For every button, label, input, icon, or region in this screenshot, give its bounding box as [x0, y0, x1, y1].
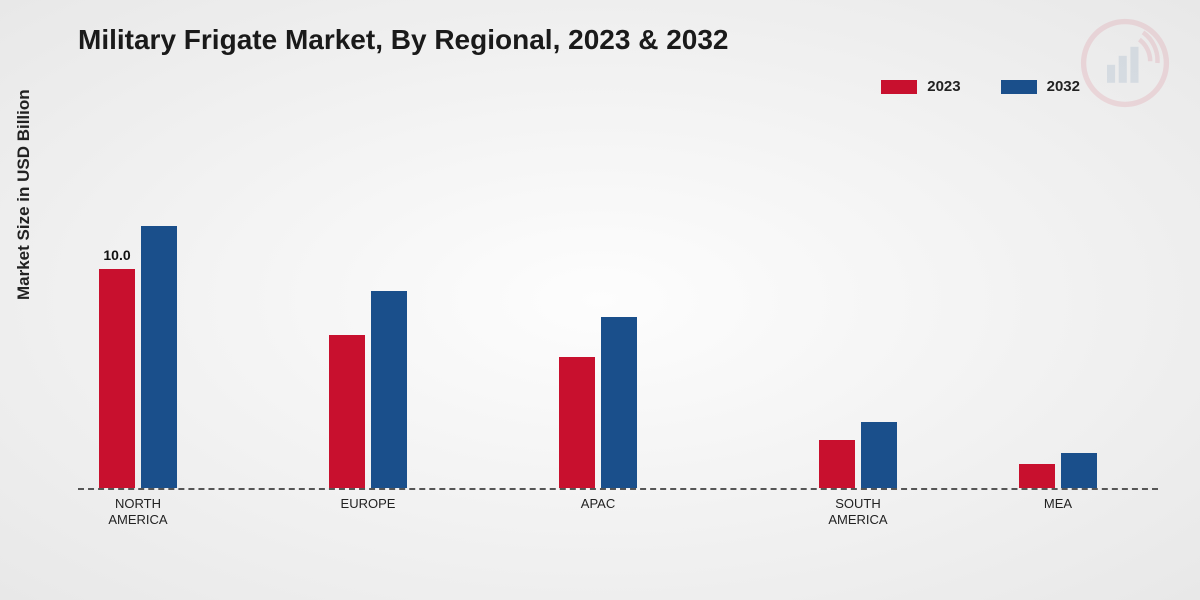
plot-area: 10.0: [78, 140, 1158, 490]
bar-group: [548, 317, 648, 488]
bar-2023: [819, 440, 855, 488]
legend-label-2023: 2023: [927, 78, 960, 95]
bar-2032: [371, 291, 407, 488]
bar-2032: [601, 317, 637, 488]
x-tick-label: EUROPE: [308, 496, 428, 512]
logo-watermark: [1080, 18, 1170, 108]
bar-2023: [559, 357, 595, 488]
y-axis-label: Market Size in USD Billion: [14, 89, 34, 300]
bar-2023: [329, 335, 365, 488]
bar-2032: [1061, 453, 1097, 488]
x-axis-labels: NORTHAMERICA EUROPE APAC SOUTHAMERICA MEA: [78, 496, 1158, 536]
bar-group: [1008, 453, 1108, 488]
legend-label-2032: 2032: [1047, 78, 1080, 95]
legend-item-2023: 2023: [881, 78, 960, 95]
bar-value-label: 10.0: [103, 247, 130, 263]
bar-2023: [1019, 464, 1055, 488]
bar-2032: [861, 422, 897, 488]
chart-title: Military Frigate Market, By Regional, 20…: [78, 24, 728, 56]
x-tick-label: MEA: [998, 496, 1118, 512]
bar-group: 10.0: [88, 226, 188, 489]
legend: 2023 2032: [881, 78, 1080, 95]
x-tick-label: NORTHAMERICA: [78, 496, 198, 527]
bar-group: [318, 291, 418, 488]
bar-2032: [141, 226, 177, 489]
x-tick-label: SOUTHAMERICA: [798, 496, 918, 527]
legend-item-2032: 2032: [1001, 78, 1080, 95]
legend-swatch-2032: [1001, 80, 1037, 94]
bar-2023: 10.0: [99, 269, 135, 488]
bar-group: [808, 422, 908, 488]
legend-swatch-2023: [881, 80, 917, 94]
x-tick-label: APAC: [538, 496, 658, 512]
